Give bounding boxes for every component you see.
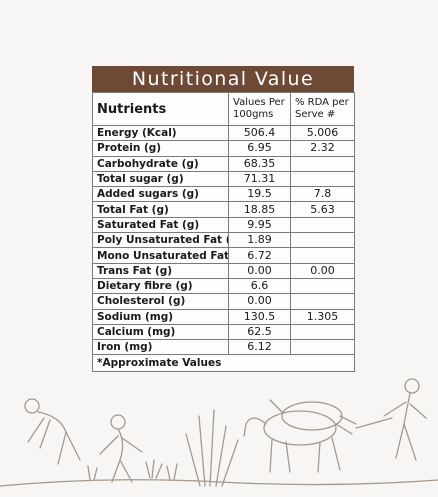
rda-value: 1.305 (290, 308, 355, 325)
nutrient-name: Calcium (mg) (92, 323, 229, 341)
table-row: Protein (g) 6.95 2.32 (92, 140, 355, 157)
rda-value (290, 170, 355, 188)
table-row: Total Fat (g) 18.85 5.63 (92, 201, 355, 218)
rda-value: 5.006 (290, 124, 355, 142)
footnote: *Approximate Values (92, 354, 355, 373)
nutrient-name: Saturated Fat (g) (92, 216, 229, 234)
nutrient-name: Trans Fat (g) (92, 262, 229, 279)
table-row: Cholesterol (g) 0.00 (92, 293, 355, 310)
rda-value (290, 155, 355, 172)
rda-value (290, 339, 355, 356)
table-header-row: Nutrients Values Per 100gms % RDA per Se… (92, 92, 355, 126)
nutrient-name: Protein (g) (92, 140, 229, 157)
value-per-100g: 130.5 (228, 308, 291, 325)
header-values-per-100g: Values Per 100gms (228, 92, 291, 126)
nutrition-table: Nutrients Values Per 100gms % RDA per Se… (92, 92, 355, 373)
rda-value: 0.00 (290, 262, 355, 279)
nutrient-name: Mono Unsaturated Fat (g) (92, 247, 229, 264)
rda-value (290, 323, 355, 341)
rda-value (290, 293, 355, 310)
table-row: Saturated Fat (g) 9.95 (92, 216, 355, 234)
table-row: Dietary fibre (g) 6.6 (92, 277, 355, 295)
value-per-100g: 6.12 (228, 339, 291, 356)
table-row: Added sugars (g) 19.5 7.8 (92, 186, 355, 203)
nutrient-name: Iron (mg) (92, 339, 229, 356)
footnote-row: *Approximate Values (92, 354, 355, 373)
rda-value (290, 247, 355, 264)
value-per-100g: 6.95 (228, 140, 291, 157)
value-per-100g: 0.00 (228, 293, 291, 310)
value-per-100g: 62.5 (228, 323, 291, 341)
value-per-100g: 506.4 (228, 124, 291, 142)
value-per-100g: 71.31 (228, 170, 291, 188)
header-nutrients: Nutrients (92, 92, 229, 126)
value-per-100g: 19.5 (228, 186, 291, 203)
table-row: Trans Fat (g) 0.00 0.00 (92, 262, 355, 279)
table-row: Carbohydrate (g) 68.35 (92, 155, 355, 172)
rda-value (290, 216, 355, 234)
value-per-100g: 6.72 (228, 247, 291, 264)
farming-scene-illustration (0, 378, 438, 487)
rda-value: 5.63 (290, 201, 355, 218)
table-row: Iron (mg) 6.12 (92, 339, 355, 356)
table-row: Calcium (mg) 62.5 (92, 323, 355, 341)
panel-title: Nutritional Value (92, 66, 354, 92)
nutrient-name: Dietary fibre (g) (92, 277, 229, 295)
rda-value (290, 277, 355, 295)
nutrient-name: Total sugar (g) (92, 170, 229, 188)
table-row: Total sugar (g) 71.31 (92, 170, 355, 188)
value-per-100g: 18.85 (228, 201, 291, 218)
table-row: Poly Unsaturated Fat (g) 1.89 (92, 232, 355, 249)
nutrient-name: Added sugars (g) (92, 186, 229, 203)
table-row: Mono Unsaturated Fat (g)6.72 (92, 247, 355, 264)
header-rda-per-serve: % RDA per Serve # (290, 92, 355, 126)
table-row: Sodium (mg) 130.5 1.305 (92, 308, 355, 325)
value-per-100g: 68.35 (228, 155, 291, 172)
nutrient-name: Carbohydrate (g) (92, 155, 229, 172)
rda-value: 7.8 (290, 186, 355, 203)
value-per-100g: 9.95 (228, 216, 291, 234)
rda-value (290, 232, 355, 249)
nutrient-name: Sodium (mg) (92, 308, 229, 325)
nutrition-panel: Nutritional Value Nutrients Values Per 1… (92, 66, 355, 373)
rda-value: 2.32 (290, 140, 355, 157)
nutrient-name: Energy (Kcal) (92, 124, 229, 142)
value-per-100g: 0.00 (228, 262, 291, 279)
value-per-100g: 6.6 (228, 277, 291, 295)
nutrient-name: Total Fat (g) (92, 201, 229, 218)
table-row: Energy (Kcal) 506.4 5.006 (92, 124, 355, 142)
nutrient-name: Poly Unsaturated Fat (g) (92, 232, 229, 249)
value-per-100g: 1.89 (228, 232, 291, 249)
nutrient-name: Cholesterol (g) (92, 293, 229, 310)
